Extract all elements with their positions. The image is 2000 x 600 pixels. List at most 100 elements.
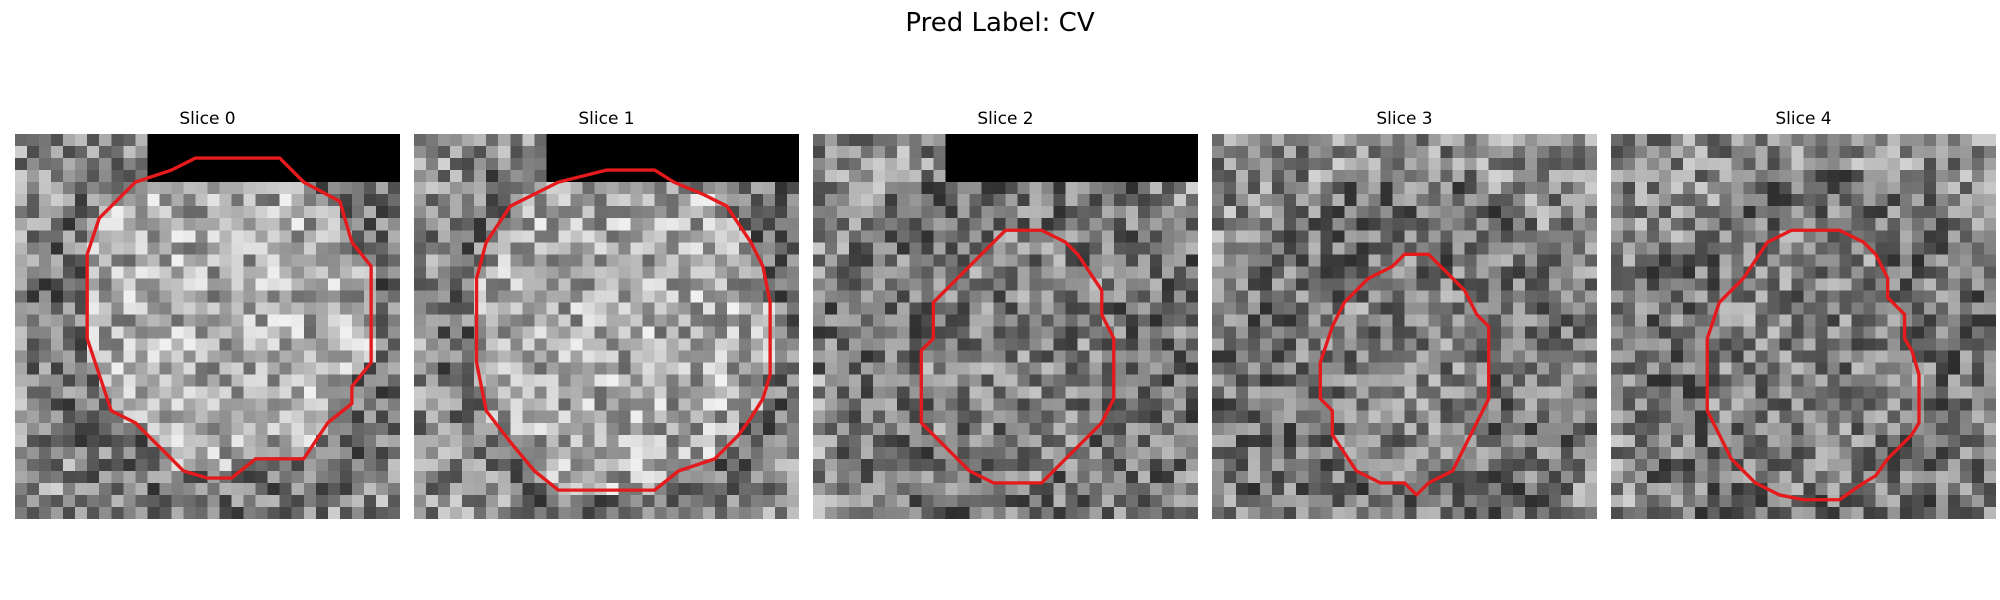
pixel xyxy=(207,302,220,315)
pixel xyxy=(183,146,196,159)
pixel xyxy=(714,134,728,147)
pixel xyxy=(1647,134,1660,147)
pixel xyxy=(438,254,451,267)
pixel xyxy=(546,266,559,279)
pixel xyxy=(291,302,304,315)
pixel xyxy=(414,410,427,423)
pixel xyxy=(387,386,400,399)
pixel xyxy=(1935,206,1949,219)
pixel xyxy=(1683,314,1696,327)
pixel xyxy=(690,254,703,267)
pixel xyxy=(873,494,886,508)
pixel xyxy=(375,458,389,472)
pixel xyxy=(63,482,76,496)
pixel xyxy=(1500,314,1514,327)
pixel xyxy=(1524,338,1538,351)
pixel xyxy=(255,242,268,255)
pixel xyxy=(690,158,703,171)
pixel xyxy=(426,494,439,508)
pixel xyxy=(1440,386,1453,399)
pixel xyxy=(738,158,752,171)
pixel xyxy=(135,230,148,243)
pixel xyxy=(1320,374,1333,387)
pixel xyxy=(1065,278,1078,291)
pixel xyxy=(1380,410,1393,423)
pixel xyxy=(291,134,304,147)
pixel xyxy=(1248,326,1261,339)
pixel xyxy=(594,146,607,159)
pixel xyxy=(933,326,946,339)
pixel xyxy=(75,410,88,423)
pixel xyxy=(1851,266,1864,279)
pixel xyxy=(1149,278,1163,291)
pixel xyxy=(462,398,475,411)
pixel xyxy=(63,338,76,351)
pixel xyxy=(813,326,826,339)
pixel xyxy=(738,386,752,399)
pixel xyxy=(387,230,400,243)
pixel xyxy=(1635,422,1648,436)
pixel xyxy=(849,446,862,460)
pixel xyxy=(63,158,76,171)
pixel xyxy=(1428,446,1441,460)
pixel xyxy=(207,338,220,351)
pixel xyxy=(1623,458,1636,472)
pixel xyxy=(1296,422,1309,436)
pixel xyxy=(1017,206,1030,219)
pixel xyxy=(1875,242,1888,255)
pixel xyxy=(1029,266,1042,279)
pixel xyxy=(1791,254,1804,267)
pixel xyxy=(1659,302,1672,315)
pixel xyxy=(813,170,826,183)
pixel xyxy=(1101,302,1115,315)
pixel xyxy=(438,482,451,496)
pixel xyxy=(159,206,172,219)
pixel xyxy=(1548,494,1562,508)
pixel xyxy=(1815,362,1828,375)
pixel xyxy=(606,446,619,460)
pixel xyxy=(1440,458,1453,472)
pixel xyxy=(63,362,76,375)
pixel xyxy=(147,374,160,387)
pixel xyxy=(195,326,208,339)
pixel xyxy=(1137,398,1151,411)
pixel xyxy=(726,446,740,460)
pixel xyxy=(774,170,788,183)
pixel xyxy=(486,278,499,291)
pixel xyxy=(387,494,400,508)
pixel xyxy=(1623,374,1636,387)
pixel xyxy=(414,302,427,315)
pixel xyxy=(27,134,40,147)
pixel xyxy=(714,326,728,339)
pixel xyxy=(837,494,850,508)
pixel xyxy=(786,134,799,147)
pixel xyxy=(375,206,389,219)
pixel xyxy=(498,230,511,243)
pixel xyxy=(1719,278,1732,291)
pixel xyxy=(582,146,595,159)
pixel xyxy=(1113,206,1127,219)
pixel xyxy=(63,410,76,423)
pixel xyxy=(606,206,619,219)
pixel xyxy=(1659,350,1672,363)
pixel xyxy=(969,314,982,327)
pixel xyxy=(1017,326,1030,339)
pixel xyxy=(1440,254,1453,267)
pixel xyxy=(1212,254,1225,267)
pixel xyxy=(426,470,439,484)
pixel xyxy=(1647,434,1660,448)
pixel xyxy=(1512,206,1526,219)
pixel xyxy=(1404,302,1417,315)
pixel xyxy=(1089,170,1102,183)
pixel xyxy=(1248,266,1261,279)
pixel xyxy=(63,290,76,303)
pixel xyxy=(159,434,172,448)
pixel xyxy=(1488,158,1501,171)
pixel xyxy=(1695,410,1708,423)
pixel xyxy=(450,194,463,207)
pixel xyxy=(231,134,244,147)
pixel xyxy=(510,338,523,351)
pixel xyxy=(1839,278,1852,291)
pixel xyxy=(51,482,64,496)
pixel xyxy=(957,182,970,195)
